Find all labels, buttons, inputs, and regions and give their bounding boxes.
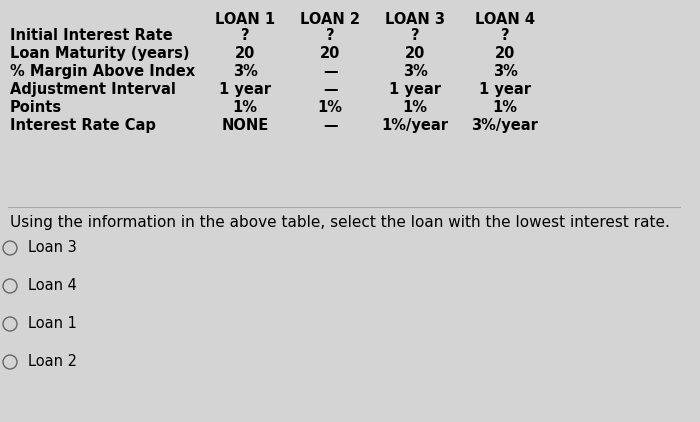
Text: 3%: 3% <box>402 64 428 79</box>
Text: —: — <box>323 118 337 133</box>
Text: Loan 3: Loan 3 <box>28 241 77 255</box>
Text: Loan 4: Loan 4 <box>28 279 77 293</box>
Text: 3%/year: 3%/year <box>472 118 538 133</box>
Text: NONE: NONE <box>221 118 269 133</box>
Text: 20: 20 <box>495 46 515 61</box>
Text: Loan 1: Loan 1 <box>28 316 77 332</box>
Text: ?: ? <box>500 28 510 43</box>
Text: —: — <box>323 82 337 97</box>
Text: 20: 20 <box>234 46 255 61</box>
Text: % Margin Above Index: % Margin Above Index <box>10 64 195 79</box>
Text: Using the information in the above table, select the loan with the lowest intere: Using the information in the above table… <box>10 215 670 230</box>
Text: 3%: 3% <box>493 64 517 79</box>
Text: LOAN 1: LOAN 1 <box>215 12 275 27</box>
Text: 1%: 1% <box>402 100 428 115</box>
Text: 1 year: 1 year <box>219 82 271 97</box>
Text: Initial Interest Rate: Initial Interest Rate <box>10 28 173 43</box>
Text: ?: ? <box>411 28 419 43</box>
Text: ?: ? <box>326 28 335 43</box>
Text: Points: Points <box>10 100 62 115</box>
Text: 20: 20 <box>405 46 425 61</box>
Text: Interest Rate Cap: Interest Rate Cap <box>10 118 156 133</box>
Text: LOAN 2: LOAN 2 <box>300 12 360 27</box>
Text: Adjustment Interval: Adjustment Interval <box>10 82 176 97</box>
Text: —: — <box>323 64 337 79</box>
Text: Loan Maturity (years): Loan Maturity (years) <box>10 46 190 61</box>
Text: 1%: 1% <box>232 100 258 115</box>
Text: 1%: 1% <box>318 100 342 115</box>
Text: 1%/year: 1%/year <box>382 118 449 133</box>
Text: Loan 2: Loan 2 <box>28 354 77 370</box>
Text: 20: 20 <box>320 46 340 61</box>
Text: LOAN 3: LOAN 3 <box>385 12 445 27</box>
Text: LOAN 4: LOAN 4 <box>475 12 535 27</box>
Text: 1 year: 1 year <box>389 82 441 97</box>
Text: 3%: 3% <box>232 64 258 79</box>
Text: ?: ? <box>241 28 249 43</box>
Text: 1%: 1% <box>493 100 517 115</box>
Text: 1 year: 1 year <box>479 82 531 97</box>
